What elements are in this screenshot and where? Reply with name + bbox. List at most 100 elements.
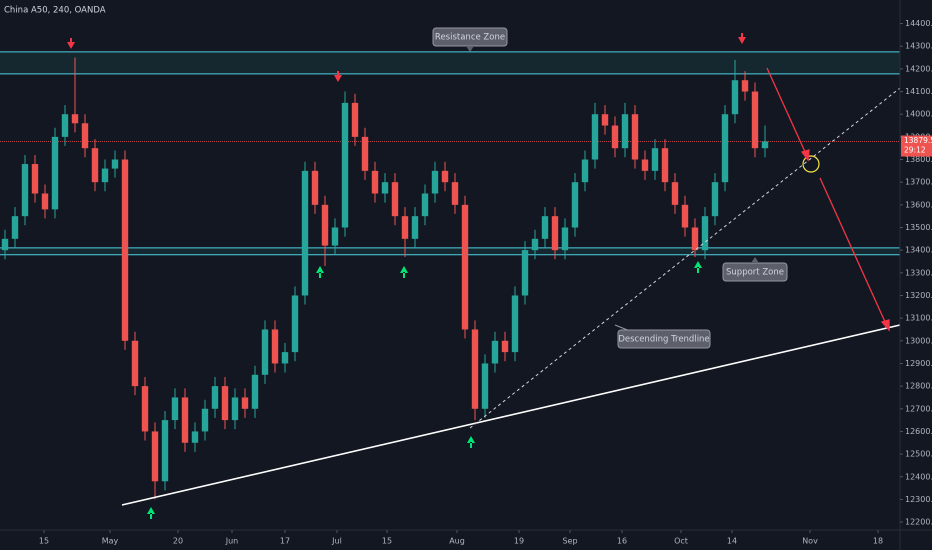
projection-arrows [766, 67, 890, 332]
y-tick-label: 14300.0 [905, 42, 932, 51]
candle-body [671, 182, 679, 205]
candle-body [661, 148, 669, 183]
candle-body [71, 114, 79, 124]
x-tick-label: May [102, 537, 119, 546]
candle-body [611, 125, 619, 149]
target-circle [802, 155, 820, 173]
y-tick-label: 12300.0 [905, 495, 932, 504]
candle-body [681, 204, 689, 228]
candle-body [481, 363, 489, 409]
candle-body [211, 386, 219, 409]
x-tick-label: 17 [280, 537, 290, 546]
candle-body [171, 397, 179, 421]
candles [1, 57, 769, 500]
candle-body [561, 227, 569, 251]
candle-body [291, 295, 299, 353]
y-tick-label: 14200.0 [905, 64, 932, 73]
candle-body [111, 159, 119, 169]
x-tick-label: Nov [802, 537, 818, 546]
candle-body [421, 193, 429, 217]
candle-body [521, 250, 529, 296]
candle-body [451, 182, 459, 205]
candle-body [411, 216, 419, 239]
zones [0, 51, 900, 256]
candle-body [371, 170, 379, 194]
candle-body [431, 170, 439, 194]
candle-body [571, 182, 579, 228]
candle-body [21, 164, 29, 217]
candle-body [131, 340, 139, 387]
candle-body [361, 136, 369, 171]
candle-body [161, 420, 169, 482]
y-tick-label: 12600.0 [905, 427, 932, 436]
candle-body [51, 136, 59, 210]
y-tick-label: 13000.0 [905, 336, 932, 345]
candle-body [241, 397, 249, 409]
candle-body [321, 204, 329, 246]
candle-body [541, 216, 549, 239]
resistance-callout: Resistance Zone [432, 27, 508, 52]
candle-body [551, 216, 559, 251]
candle-body [271, 329, 279, 364]
candle-body [531, 238, 539, 251]
x-tick-label: Aug [449, 537, 465, 546]
candle-body [231, 397, 239, 421]
y-tick-label: 12500.0 [905, 450, 932, 459]
y-tick-label: 13600.0 [905, 200, 932, 209]
candle-body [691, 227, 699, 251]
x-tick-label: Sep [562, 537, 577, 546]
candle-body [301, 170, 309, 296]
y-tick-label: 14000.0 [905, 110, 932, 119]
x-tick-label: 15 [382, 537, 392, 546]
y-tick-label: 14400.0 [905, 19, 932, 28]
candle-body [491, 340, 499, 364]
zone [0, 247, 900, 255]
candle-body [181, 397, 189, 443]
candle-body [61, 114, 69, 137]
candle-body [151, 431, 159, 482]
candle-body [201, 408, 209, 432]
candle-body [701, 216, 709, 251]
y-tick-label: 12200.0 [905, 518, 932, 527]
candle-body [751, 91, 759, 149]
y-tick-label: 13300.0 [905, 268, 932, 277]
annotation-text: Resistance Zone [435, 33, 505, 43]
last-price-label: 13879.5 [904, 136, 932, 145]
candle-body [91, 148, 99, 183]
candle-body [221, 386, 229, 421]
candle-body [511, 295, 519, 353]
y-tick-label: 13700.0 [905, 178, 932, 187]
candle-body [121, 159, 129, 341]
trendline-callout: Descending Trendline [614, 324, 711, 349]
candle-body [761, 141, 769, 149]
annotation-text: Descending Trendline [618, 335, 709, 345]
candle-body [251, 374, 259, 409]
candle-body [711, 182, 719, 217]
candle-body [581, 159, 589, 183]
candle-body [621, 114, 629, 149]
trendline [121, 324, 901, 506]
annotation-text: Support Zone [726, 268, 784, 278]
candle-body [601, 114, 609, 126]
y-tick-label: 13200.0 [905, 291, 932, 300]
candle-body [11, 216, 19, 239]
y-tick-label: 12900.0 [905, 359, 932, 368]
candle-body [631, 114, 639, 160]
x-tick-label: 14 [727, 537, 737, 546]
x-tick-label: Jun [225, 537, 239, 546]
candle-body [641, 159, 649, 171]
green-markers [147, 261, 702, 519]
zone [0, 51, 900, 74]
candle-body [441, 170, 449, 183]
y-tick-label: 13400.0 [905, 246, 932, 255]
countdown: 29:12 [904, 146, 926, 155]
y-tick-label: 12400.0 [905, 472, 932, 481]
candle-body [401, 216, 409, 239]
y-tick-label: 13100.0 [905, 314, 932, 323]
chart-title: China A50, 240, OANDA [4, 6, 106, 16]
candle-body [261, 329, 269, 375]
axes: 12200.0 12300.0 12400.0 12500.0 12600.0 12700… [39, 19, 932, 546]
support-callout: Support Zone [722, 257, 788, 282]
